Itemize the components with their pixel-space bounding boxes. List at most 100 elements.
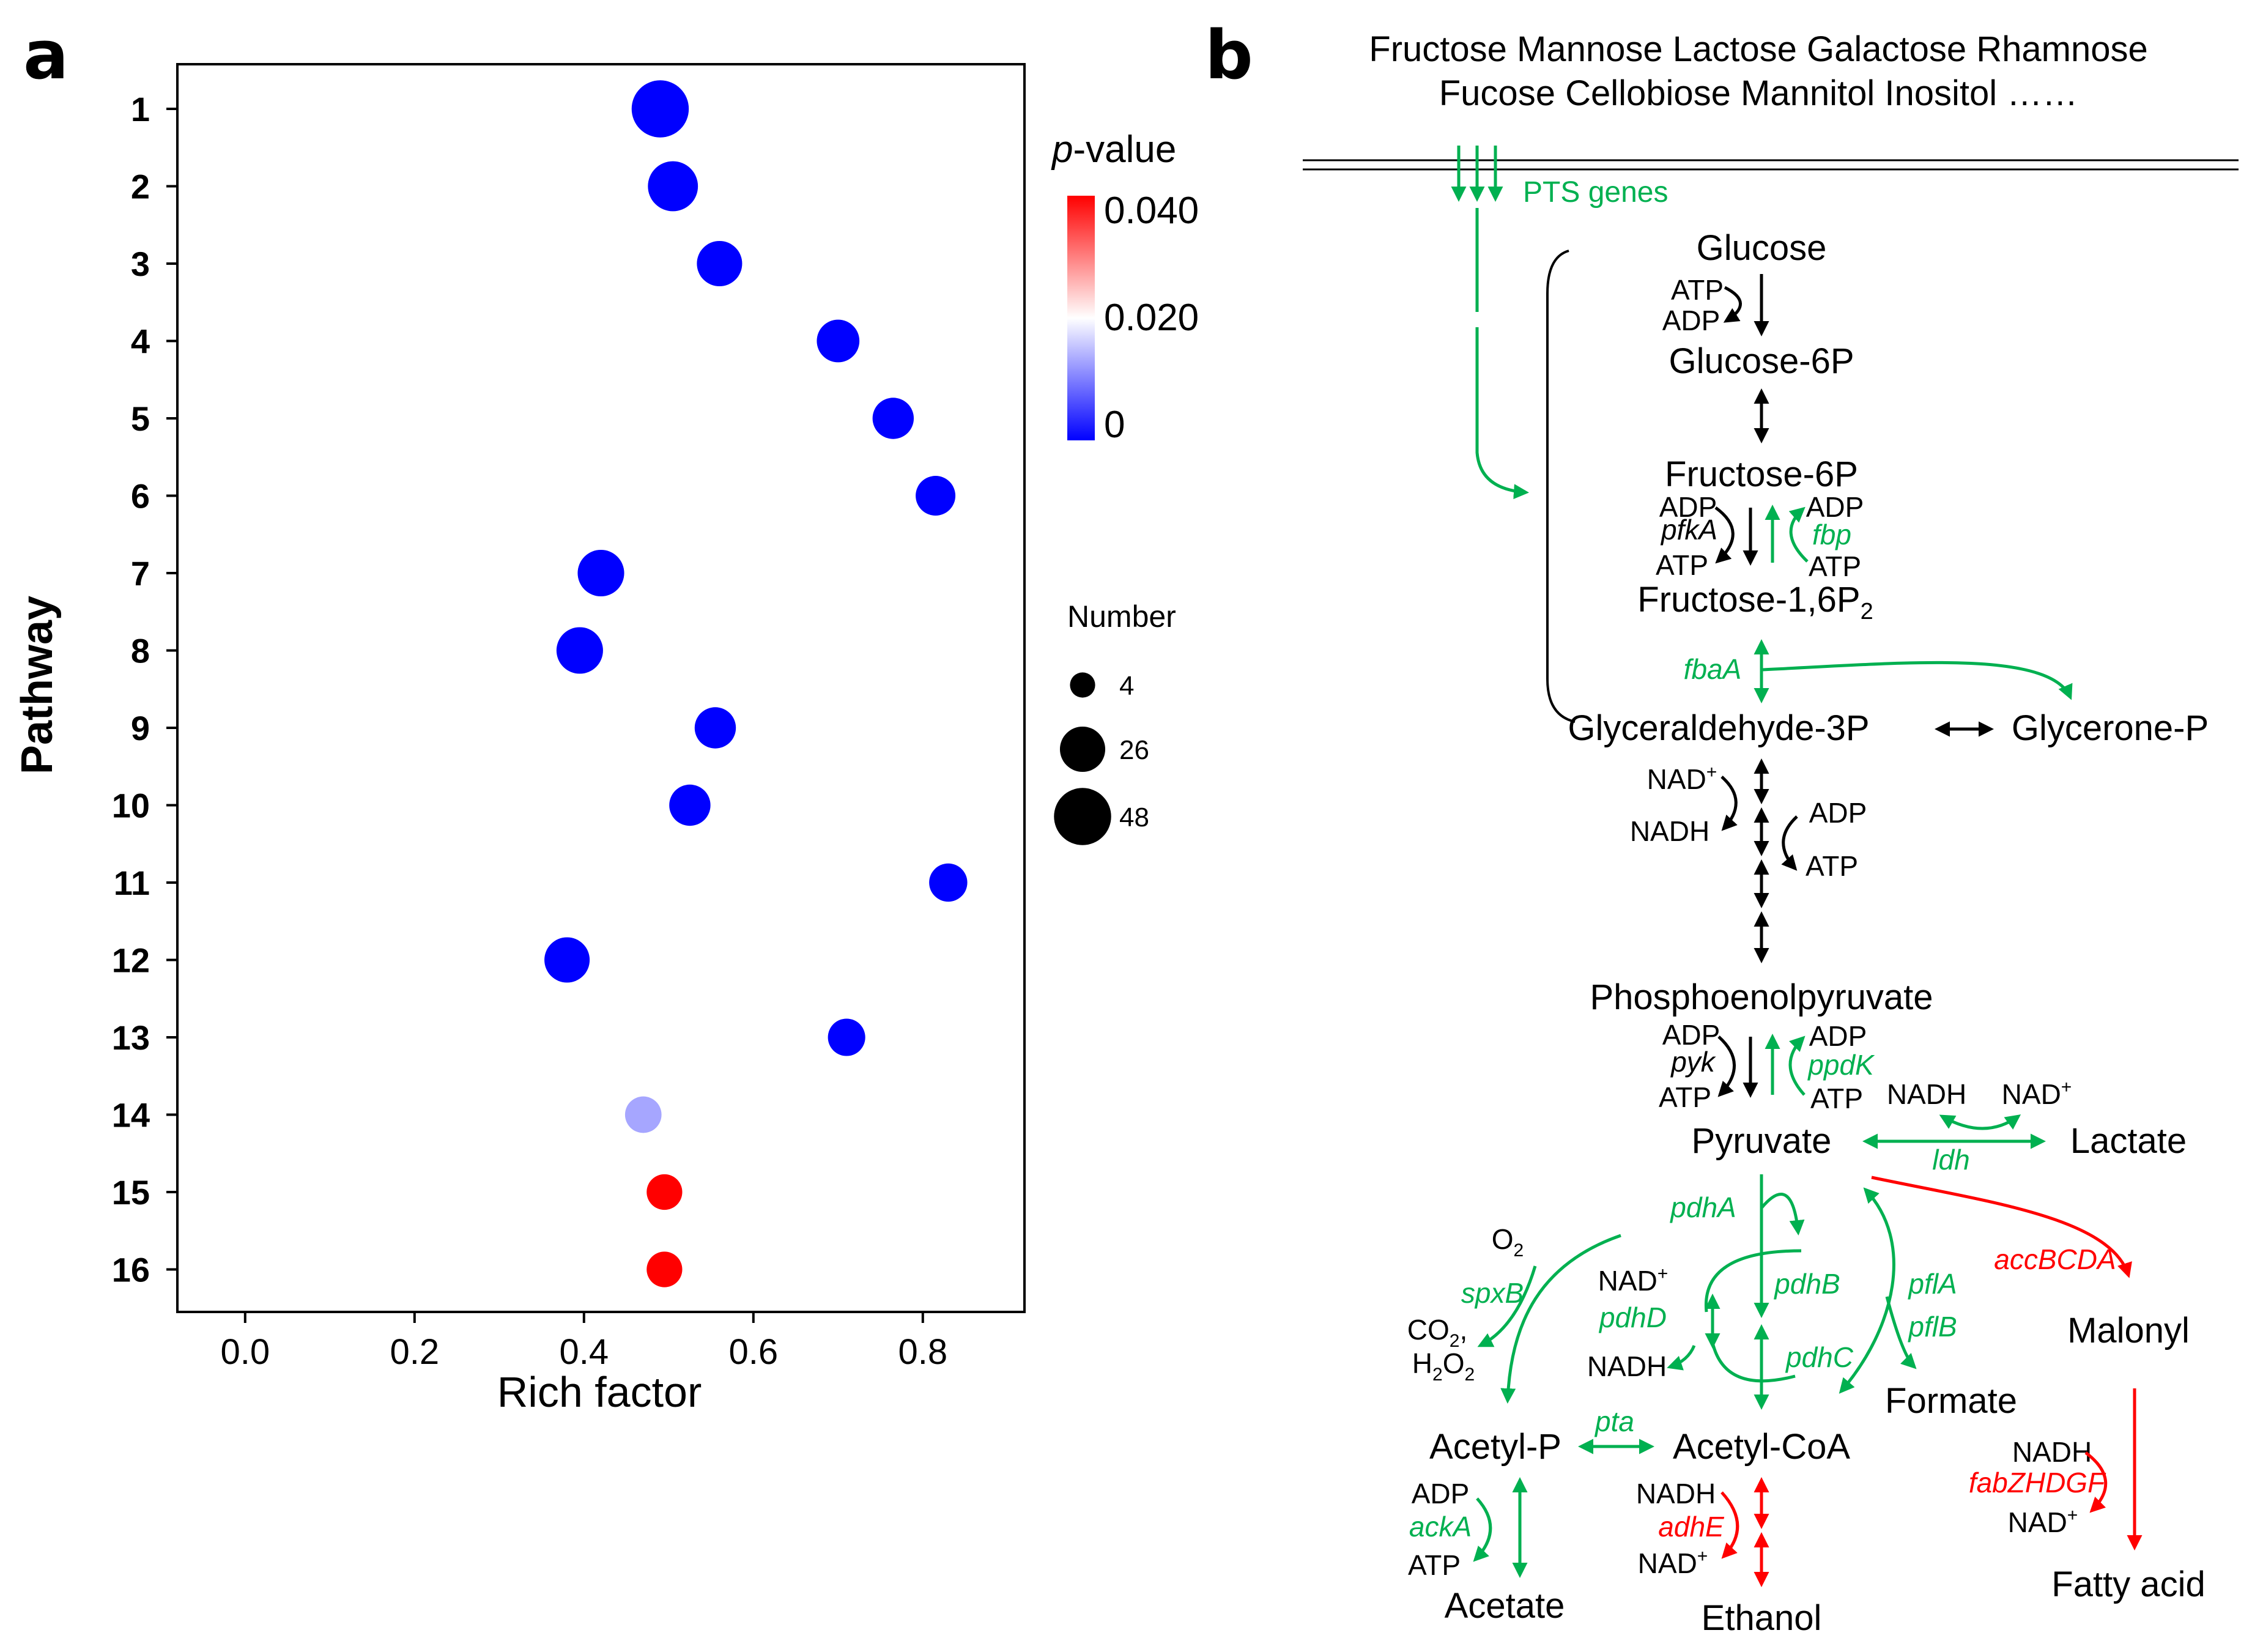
- gene-pdhA: pdhA: [1669, 1191, 1736, 1223]
- pfk-cofactor-curve: [1714, 506, 1735, 564]
- panel-a-label: a: [23, 16, 69, 94]
- nad-plus: +: [1697, 1546, 1708, 1566]
- colorbar-legend: p-value 0.040 0.020 0: [1051, 128, 1199, 446]
- y-tick-label: 10: [112, 787, 150, 825]
- cofactor-co2: CO2,: [1407, 1314, 1467, 1351]
- cofactor-h2o2: H2O2: [1412, 1347, 1475, 1385]
- plot-frame: [176, 63, 1026, 1313]
- pdhA-loop: [1760, 1193, 1805, 1235]
- cofactor-atp: ATP: [1671, 274, 1724, 306]
- metabolite-pep: Phosphoenolpyruvate: [1590, 977, 1933, 1017]
- y-tick-label: 9: [131, 709, 150, 747]
- fructose-16p2-main: Fructose-1,6P: [1637, 580, 1860, 620]
- metabolite-lactate: Lactate: [2070, 1121, 2187, 1161]
- glycolysis-bracket: [1546, 250, 1576, 723]
- pathway-dot-8: [556, 627, 603, 674]
- size-legend-label: 4: [1119, 671, 1134, 701]
- gene-accBCDA: accBCDA: [1994, 1243, 2116, 1275]
- y-tick-label: 7: [131, 554, 150, 593]
- metabolite-glyceraldehyde-3p: Glyceraldehyde-3P: [1568, 708, 1869, 748]
- colorbar-tick-mid: 0.020: [1104, 297, 1199, 339]
- pathway-dot-10: [669, 784, 711, 826]
- pathway-dot-7: [577, 549, 624, 597]
- cofactor-nadh-adh: NADH: [1636, 1478, 1716, 1509]
- gapdh-cofactor-curve: [1720, 776, 1738, 831]
- size-legend-dot: [1054, 788, 1111, 845]
- colorbar-gradient: [1067, 196, 1095, 440]
- pathway-dot-2: [648, 161, 698, 212]
- gene-pta: pta: [1594, 1406, 1634, 1437]
- metabolite-acetyl-coa: Acetyl-CoA: [1673, 1427, 1850, 1467]
- nad-text: NAD: [1598, 1265, 1658, 1297]
- y-tick-label: 16: [112, 1251, 150, 1289]
- h2o2-sub2: 2: [1465, 1365, 1475, 1385]
- colorbar-title-rest: -value: [1073, 128, 1176, 171]
- cofactor-adp-ack: ADP: [1412, 1478, 1470, 1509]
- gene-fbaA: fbaA: [1684, 653, 1742, 685]
- sugars-line-2: Fucose Cellobiose Mannitol Inositol ……: [1439, 73, 2078, 113]
- y-tick-label: 13: [112, 1018, 150, 1057]
- pathway-dot-4: [817, 319, 860, 363]
- gene-fbp: fbp: [1812, 519, 1851, 550]
- pdhD-cofactor-arrow: [1667, 1344, 1696, 1371]
- co2-sub: 2: [1450, 1331, 1460, 1351]
- co2-text: CO: [1407, 1314, 1450, 1346]
- nad-plus: +: [2061, 1077, 2072, 1097]
- metabolite-fructose-16p2: Fructose-1,6P2: [1637, 580, 1873, 624]
- pfl-formate-arrow: [1885, 1296, 1917, 1369]
- colorbar-title: p-value: [1051, 128, 1176, 171]
- gene-fabZHDGF: fabZHDGF: [1969, 1467, 2106, 1498]
- ackA-cofactor-curve: [1473, 1497, 1492, 1562]
- h2o2-h: H: [1412, 1347, 1432, 1379]
- gene-ackA: ackA: [1409, 1511, 1472, 1543]
- h2o2-o: O: [1443, 1347, 1465, 1379]
- fructose-16p2-sub: 2: [1861, 599, 1873, 624]
- y-tick-label: 4: [131, 322, 150, 361]
- pts-genes-label: PTS genes: [1523, 176, 1668, 209]
- pathway-dot-9: [694, 707, 736, 749]
- metabolite-pyruvate: Pyruvate: [1692, 1121, 1832, 1161]
- metabolite-malonyl: Malonyl: [2067, 1311, 2190, 1350]
- y-tick-label: 14: [112, 1096, 150, 1135]
- fbaA-to-glycerone-arrow: [1761, 661, 2073, 700]
- cofactor-nad-pdh: NAD+: [1598, 1264, 1669, 1297]
- pathway-dot-15: [646, 1174, 683, 1210]
- co2-comma: ,: [1459, 1314, 1467, 1346]
- metabolite-fructose-6p: Fructose-6P: [1665, 454, 1858, 494]
- metabolite-ethanol: Ethanol: [1702, 1598, 1822, 1638]
- cofactor-atp-ack: ATP: [1408, 1549, 1461, 1581]
- gene-adhE: adhE: [1658, 1511, 1725, 1543]
- metabolite-glucose: Glucose: [1697, 228, 1827, 268]
- cofactor-nadh-pdh: NADH: [1587, 1350, 1667, 1382]
- cofactor-nadh-ldh: NADH: [1887, 1078, 1966, 1110]
- y-tick-label: 2: [131, 168, 150, 206]
- pfl-arrow: [1839, 1187, 1895, 1394]
- fbp-cofactor-curve: [1788, 506, 1809, 563]
- size-legend-dot: [1059, 726, 1106, 772]
- gene-pyk: pyk: [1670, 1046, 1716, 1078]
- cofactor-atp-fbp: ATP: [1809, 550, 1861, 582]
- pts-transport: PTS genes: [1451, 146, 1668, 492]
- o2-sub: 2: [1514, 1240, 1524, 1261]
- y-axis-title: Pathway: [13, 596, 62, 774]
- ldh-cofactor-curve: [1939, 1114, 2021, 1130]
- cofactor-adp-fbp: ADP: [1806, 491, 1864, 523]
- cofactor-nad-gapdh: NAD+: [1647, 762, 1717, 795]
- cofactor-nad-adh: NAD+: [1638, 1546, 1708, 1579]
- pathway-dot-5: [872, 398, 914, 439]
- y-tick-label: 8: [131, 632, 150, 670]
- cofactor-nad-ldh: NAD+: [2002, 1077, 2072, 1110]
- pathway-dot-13: [828, 1018, 865, 1056]
- pts-to-fructose6p-arrow: [1475, 208, 1526, 492]
- pathway-diagram: Fructose Mannose Lactose Galactose Rhamn…: [1303, 29, 2239, 1638]
- pathway-dot-1: [631, 80, 689, 138]
- y-tick-label: 12: [112, 941, 150, 980]
- pathway-dot-14: [624, 1096, 662, 1133]
- gene-pfkA: pfkA: [1660, 514, 1717, 546]
- nad-plus: +: [1706, 762, 1717, 782]
- o2-text: O: [1492, 1223, 1514, 1255]
- x-tick-label: 0.4: [559, 1332, 609, 1372]
